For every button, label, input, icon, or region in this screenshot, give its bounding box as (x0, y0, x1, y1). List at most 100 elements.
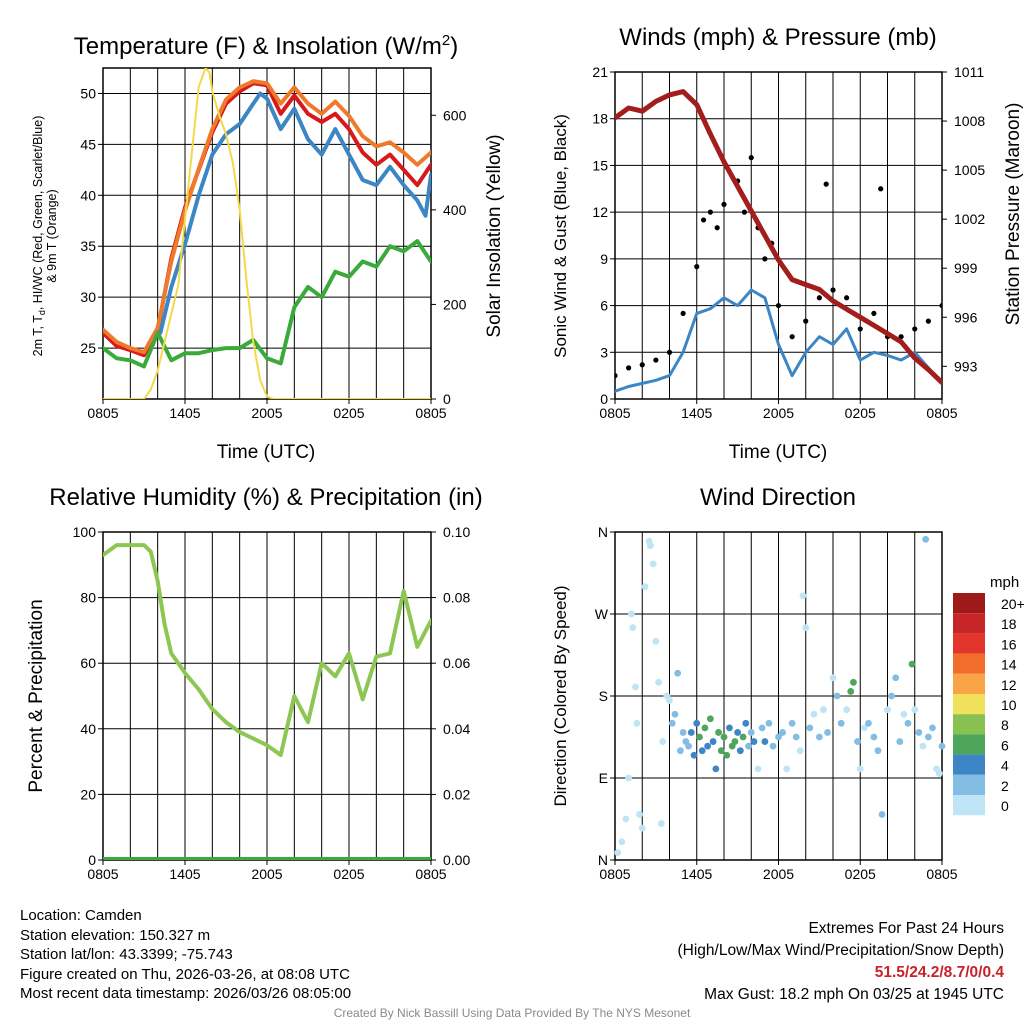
legend-label: 0 (1001, 798, 1009, 814)
point-gust-black (626, 365, 632, 371)
y-left-tick-label: 21 (592, 64, 608, 80)
y-left-tick-label: 60 (80, 655, 96, 671)
temperature-title: Temperature (F) & Insolation (W/m2) (74, 32, 458, 60)
direction-point (837, 719, 845, 727)
direction-point (754, 765, 762, 773)
direction-point (833, 692, 841, 700)
direction-point (935, 770, 943, 777)
point-gust-black (775, 302, 782, 309)
y-left-tick-label: 6 (600, 298, 608, 314)
direction-point (736, 747, 744, 755)
point-gust-black (707, 209, 713, 215)
y-left-tick-label: 25 (80, 340, 96, 356)
y-left-tick-label: 12 (592, 204, 608, 220)
legend-swatch (953, 633, 985, 654)
direction-point (820, 706, 827, 714)
direction-point (701, 724, 709, 732)
legend-label: 2 (1001, 778, 1009, 794)
x-tick-label: 1405 (169, 866, 200, 882)
figure-created: Figure created on Thu, 2026-03-26, at 08… (20, 965, 350, 983)
x-tick-label: 0805 (599, 866, 630, 882)
direction-point (884, 706, 891, 714)
station-info: Location: Camden Station elevation: 150.… (20, 906, 351, 1004)
direction-point (734, 729, 742, 736)
direction-point (779, 729, 786, 736)
y-right-tick-label: 1002 (954, 211, 985, 227)
y-right-tick-label: 1005 (954, 162, 985, 178)
legend-label: 20+ (1001, 596, 1024, 612)
direction-point (769, 742, 777, 750)
extremes-subtitle: (High/Low/Max Wind/Precipitation/Snow De… (677, 942, 1005, 959)
point-gust-black (912, 326, 918, 332)
direction-point (761, 738, 769, 745)
y-left-tick-label: 15 (592, 157, 608, 173)
direction-point (843, 706, 851, 714)
direction-point (915, 729, 923, 736)
legend-swatch (953, 795, 985, 816)
point-gust-black (714, 225, 720, 231)
direction-point (652, 637, 660, 645)
point-gust-black (803, 318, 809, 324)
y-right-tick-label: 1011 (954, 64, 984, 80)
legend-label: 16 (1001, 636, 1017, 652)
legend-swatch (953, 613, 985, 634)
line-dewpoint-green (103, 239, 431, 369)
direction-ylabel-left: Direction (Colored By Speed) (551, 585, 570, 806)
x-tick-label: 1405 (169, 405, 200, 421)
direction-point (856, 765, 864, 773)
direction-point (618, 838, 626, 846)
point-gust-black (653, 357, 659, 363)
winds-panel: 0805 1405 2005 0205 080503691215182199399699… (592, 64, 985, 421)
extremes-values: 51.5/24.2/8.7/0/0.4 (874, 964, 1004, 981)
y-left-tick-label: 30 (80, 289, 96, 305)
extremes-summary: Extremes For Past 24 Hours (High/Low/Max… (678, 918, 1005, 1006)
station-latlon: Station lat/lon: 43.3399; -75.743 (20, 946, 233, 963)
direction-point (783, 765, 791, 773)
y-left-tick-label: 3 (600, 344, 608, 360)
direction-point (709, 738, 717, 745)
direction-point (870, 733, 878, 741)
direction-point (712, 765, 720, 773)
direction-title: Wind Direction (700, 484, 856, 511)
y-right-tick-label: 200 (443, 296, 467, 312)
direction-point (854, 738, 861, 745)
y-right-tick-label: 400 (443, 202, 467, 218)
credit-line: Created By Nick Bassill Using Data Provi… (333, 1006, 691, 1020)
y-right-tick-label: 0.02 (443, 786, 470, 802)
legend-swatch (953, 593, 985, 614)
point-gust-black (639, 362, 645, 368)
line-9m-t-orange (103, 79, 431, 355)
y-left-tick-label: 0 (88, 852, 96, 868)
series-group (103, 68, 431, 399)
y-left-tick-label: 40 (80, 721, 96, 737)
direction-point (690, 751, 698, 759)
legend-swatch (953, 774, 985, 795)
direction-point (829, 674, 837, 682)
direction-point (655, 678, 662, 686)
y-left-tick-label: E (599, 770, 608, 786)
y-right-tick-label: 993 (954, 358, 978, 374)
y-right-tick-label: 0.06 (443, 655, 470, 671)
direction-point (802, 624, 810, 632)
temperature-xlabel: Time (UTC) (217, 442, 316, 463)
direction-point (693, 719, 701, 727)
legend-swatch (953, 754, 985, 775)
direction-point (900, 710, 908, 718)
direction-point (685, 742, 692, 750)
y-left-tick-label: 0 (600, 391, 608, 407)
point-gust-black (694, 264, 700, 270)
direction-point (904, 719, 912, 727)
series-group (103, 543, 431, 860)
direction-point (806, 724, 814, 732)
direction-color-legend: 20+ 18 16 14 12 10 8 6 4 2 0 (953, 593, 1024, 816)
point-gust-black (844, 295, 850, 301)
direction-point (636, 811, 643, 818)
legend-label: 8 (1001, 717, 1009, 733)
direction-point (614, 849, 622, 857)
x-tick-label: 1405 (681, 866, 712, 882)
point-gust-black (748, 155, 754, 161)
x-tick-label: 0805 (599, 405, 630, 421)
direction-point (788, 719, 796, 727)
y-left-tick-label: 20 (80, 786, 96, 802)
